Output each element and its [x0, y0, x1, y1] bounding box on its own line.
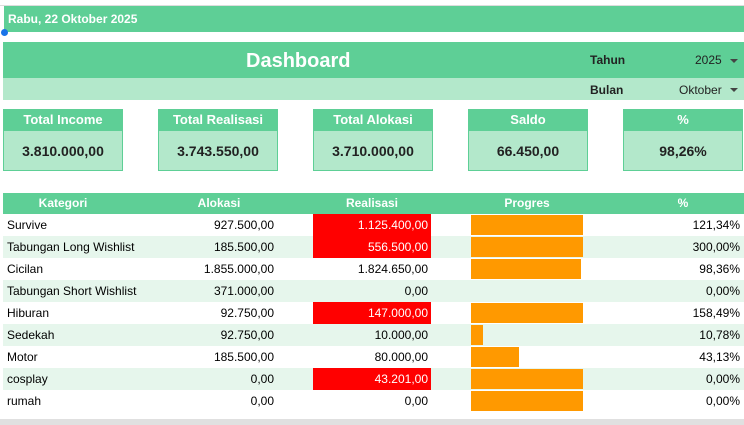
- month-band: Bulan Oktober: [3, 78, 744, 100]
- scrollbar: [0, 419, 744, 425]
- progress-bar: [471, 369, 583, 389]
- cell: Cicilan: [7, 262, 44, 276]
- column-header: Realisasi: [345, 196, 399, 210]
- cell: 98,36%: [699, 262, 740, 276]
- month-select[interactable]: Oktober: [679, 83, 722, 97]
- cell: 1.125.400,00: [313, 214, 431, 236]
- cell: 10,78%: [699, 328, 740, 342]
- progress-bar: [471, 215, 583, 235]
- cell: Tabungan Long Wishlist: [7, 240, 135, 254]
- progress-bar: [471, 237, 583, 257]
- cursor-handle: [1, 29, 8, 36]
- cell: 92.750,00: [220, 306, 274, 320]
- card-value: 3.810.000,00: [3, 131, 123, 171]
- cell: Hiburan: [7, 306, 50, 320]
- card-header: Total Alokasi: [313, 109, 433, 131]
- year-label: Tahun: [590, 53, 626, 67]
- column-header: Progres: [504, 196, 550, 210]
- row-stripe: [3, 280, 744, 302]
- column-header: Kategori: [38, 196, 88, 210]
- year-select[interactable]: 2025: [695, 53, 722, 67]
- date-bar: Rabu, 22 Oktober 2025: [4, 6, 744, 32]
- column-header: %: [677, 196, 689, 210]
- card-header: %: [623, 109, 743, 131]
- cell: 371.000,00: [213, 284, 274, 298]
- cell: Motor: [7, 350, 38, 364]
- column-header: Alokasi: [197, 196, 241, 210]
- cell: 0,00%: [705, 394, 740, 408]
- cell: 147.000,00: [313, 302, 431, 324]
- progress-bar: [471, 259, 582, 279]
- cell: 556.500,00: [313, 236, 431, 258]
- cell: 0,00: [250, 394, 274, 408]
- cell: 185.500,00: [213, 240, 274, 254]
- card-header: Total Realisasi: [158, 109, 278, 131]
- cell: 43.201,00: [313, 368, 431, 390]
- cell: 0,00: [404, 394, 428, 408]
- card-value: 98,26%: [623, 131, 743, 171]
- card-value: 3.743.550,00: [158, 131, 278, 171]
- sheet-grid: [0, 0, 744, 6]
- cell: 0,00%: [705, 372, 740, 386]
- cell: 80.000,00: [374, 350, 428, 364]
- cell: 0,00%: [705, 284, 740, 298]
- cell: Survive: [7, 218, 48, 232]
- row-stripe: [3, 324, 744, 346]
- cell: 0,00: [404, 284, 428, 298]
- card-value: 3.710.000,00: [313, 131, 433, 171]
- table-header-row: [3, 193, 744, 214]
- card-header: Total Income: [3, 109, 123, 131]
- cell: 43,13%: [699, 350, 740, 364]
- progress-bar: [471, 325, 484, 345]
- cell: 10.000,00: [374, 328, 428, 342]
- cell: 300,00%: [692, 240, 740, 254]
- card-value: 66.450,00: [468, 131, 588, 171]
- dashboard-title: Dashboard: [246, 50, 351, 72]
- month-label: Bulan: [590, 83, 624, 97]
- cell: cosplay: [7, 372, 48, 386]
- cell: 1.855.000,00: [203, 262, 274, 276]
- cell: 158,49%: [692, 306, 740, 320]
- progress-bar: [471, 303, 583, 323]
- cell: 185.500,00: [213, 350, 274, 364]
- cell: 121,34%: [692, 218, 740, 232]
- cell: 0,00: [250, 372, 274, 386]
- cell: 927.500,00: [213, 218, 274, 232]
- progress-bar: [471, 347, 520, 367]
- card-header: Saldo: [468, 109, 588, 131]
- cell: Tabungan Short Wishlist: [7, 284, 137, 298]
- cell: Sedekah: [7, 328, 55, 342]
- date: Rabu, 22 Oktober 2025: [8, 12, 138, 26]
- cell: 1.824.650,00: [357, 262, 428, 276]
- progress-bar: [471, 391, 583, 411]
- cell: rumah: [7, 394, 42, 408]
- cell: 92.750,00: [220, 328, 274, 342]
- dropdown-arrow[interactable]: [730, 59, 738, 63]
- dashboard-band: Dashboard Tahun 2025: [3, 42, 744, 78]
- dropdown-arrow[interactable]: [730, 88, 738, 92]
